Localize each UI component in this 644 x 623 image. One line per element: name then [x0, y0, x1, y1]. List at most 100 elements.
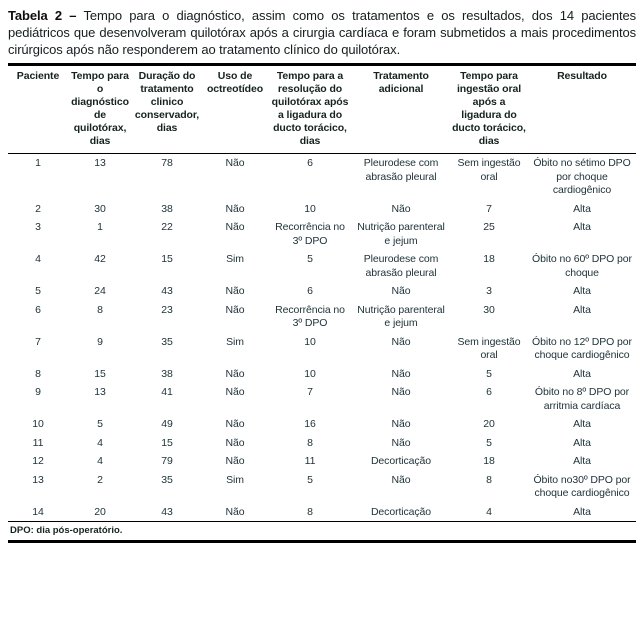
table-cell: Alta — [573, 367, 591, 380]
table-cell: 24 — [94, 285, 106, 297]
table-cell: Não — [225, 303, 245, 316]
table-cell: 1 — [97, 221, 103, 233]
table-cell: Óbito no sétimo DPO por choque cardiogên… — [533, 157, 631, 196]
table-cell: Não — [225, 505, 245, 518]
table-cell: 10 — [304, 367, 316, 380]
table-cell: Alta — [573, 221, 591, 233]
table-cell: Não — [225, 202, 245, 215]
table-cell: 8 — [486, 473, 492, 486]
table-cell: Alta — [573, 285, 591, 297]
table-cell: 3 — [486, 285, 492, 297]
table-cell: 18 — [483, 253, 495, 265]
table-cell: Sem ingestão oral — [457, 157, 521, 183]
table-cell: 42 — [94, 253, 106, 265]
patients-table: Paciente Tempo para o diagnóstico de quil… — [8, 63, 636, 522]
table-cell: 22 — [161, 221, 173, 233]
table-caption-label: Tabela 2 – — [8, 8, 77, 23]
table-cell: Alta — [573, 418, 591, 430]
table-caption-text: Tempo para o diagnóstico, assim como os … — [8, 8, 636, 57]
table-cell: 30 — [483, 303, 495, 316]
table-cell: 35 — [161, 473, 173, 486]
table-cell: Não — [391, 367, 411, 380]
table-cell: 6 — [35, 303, 41, 316]
table-cell: 38 — [161, 202, 173, 215]
table-cell: 4 — [97, 455, 103, 467]
table-cell: 14 — [32, 505, 44, 518]
table-cell: 3 — [35, 221, 41, 233]
table-cell: 5 — [307, 253, 313, 265]
table-cell: Sim — [226, 473, 244, 486]
table-cell: 5 — [97, 418, 103, 430]
table-cell: Alta — [573, 455, 591, 467]
column-header: Resultado — [528, 64, 636, 154]
table-cell: 9 — [35, 386, 41, 398]
table-cell: Não — [391, 473, 411, 486]
table-cell: Não — [225, 157, 245, 169]
table-row: 1 13 78 Não 6 Pleurodese com abrasão pleural S… — [8, 154, 636, 200]
table-cell: Não — [391, 335, 411, 348]
table-cell: Recorrência no 3º DPO — [275, 303, 345, 330]
table-cell: Não — [225, 221, 245, 233]
table-cell: 79 — [161, 455, 173, 467]
header-row: Paciente Tempo para o diagnóstico de quil… — [8, 64, 636, 154]
table-cell: 5 — [486, 436, 492, 449]
table-cell: 6 — [307, 285, 313, 297]
table-cell: 7 — [35, 335, 41, 348]
table-row: 3 1 22 Não Recorrência no 3º DPO Nutrição par… — [8, 218, 636, 250]
table-cell: Não — [225, 285, 245, 297]
column-header: Tempo para ingestão oral após a ligadura… — [450, 64, 528, 154]
table-cell: Óbito no30º DPO por choque cardiogênico — [533, 473, 631, 500]
table-cell: 8 — [307, 505, 313, 518]
column-header: Tempo para o diagnóstico de quilotórax, … — [68, 64, 132, 154]
table-cell: Não — [391, 285, 411, 297]
table-cell: 10 — [32, 418, 44, 430]
table-cell: 16 — [304, 418, 316, 430]
table-row: 2 30 38 Não 10 Não 7 Alta — [8, 200, 636, 219]
table-cell: 11 — [32, 436, 44, 449]
table-cell: 20 — [483, 418, 495, 430]
table-cell: 43 — [161, 505, 173, 518]
table-row: 10 5 49 Não 16 Não 20 Alta — [8, 415, 636, 434]
table-cell: 8 — [35, 367, 41, 380]
table-cell: Não — [225, 436, 245, 449]
table-cell: Alta — [573, 202, 591, 215]
table-row: 6 8 23 Não Recorrência no 3º DPO Nutrição par… — [8, 301, 636, 333]
table-cell: Não — [391, 202, 411, 215]
table-cell: Óbito no 12º DPO por choque cardiogênico — [532, 335, 632, 362]
table-cell: Decorticação — [370, 505, 432, 518]
table-cell: Óbito no 8º DPO por arritmia cardíaca — [534, 386, 630, 412]
table-cell: 4 — [97, 436, 103, 449]
table-cell: 6 — [307, 157, 313, 169]
table-cell: Não — [391, 418, 411, 430]
table-cell: 30 — [94, 202, 106, 215]
table-cell: Não — [225, 455, 245, 467]
table-cell: 12 — [32, 455, 44, 467]
table-cell: 8 — [97, 303, 103, 316]
table-cell: Alta — [573, 505, 591, 518]
table-cell: Não — [225, 418, 245, 430]
table-cell: 5 — [486, 367, 492, 380]
table-cell: Alta — [573, 436, 591, 449]
table-cell: Não — [225, 386, 245, 398]
table-cell: 38 — [161, 367, 173, 380]
table-cell: Pleurodese com abrasão pleural — [363, 253, 439, 279]
table-cell: 11 — [304, 455, 316, 467]
column-header: Duração do tratamento clinico conservado… — [132, 64, 202, 154]
table-cell: 15 — [161, 436, 173, 449]
table-cell: 13 — [94, 157, 106, 169]
table-cell: 20 — [94, 505, 106, 518]
table-cell: 23 — [161, 303, 173, 316]
table-row: 13 2 35 Sim 5 Não 8 Óbito no30º DPO por choque … — [8, 471, 636, 503]
table-cell: 2 — [35, 202, 41, 215]
table-row: 11 4 15 Não 8 Não 5 Alta — [8, 434, 636, 453]
table-cell: 25 — [483, 221, 495, 233]
table-cell: 5 — [35, 285, 41, 297]
table-cell: 15 — [161, 253, 173, 265]
table-cell: 49 — [161, 418, 173, 430]
table-cell: Nutrição parenteral e jejum — [357, 303, 445, 330]
table-cell: 1 — [35, 157, 41, 169]
table-header: Paciente Tempo para o diagnóstico de quil… — [8, 64, 636, 154]
table-cell: Recorrência no 3º DPO — [275, 221, 345, 247]
table-cell: Sem ingestão oral — [457, 335, 521, 362]
